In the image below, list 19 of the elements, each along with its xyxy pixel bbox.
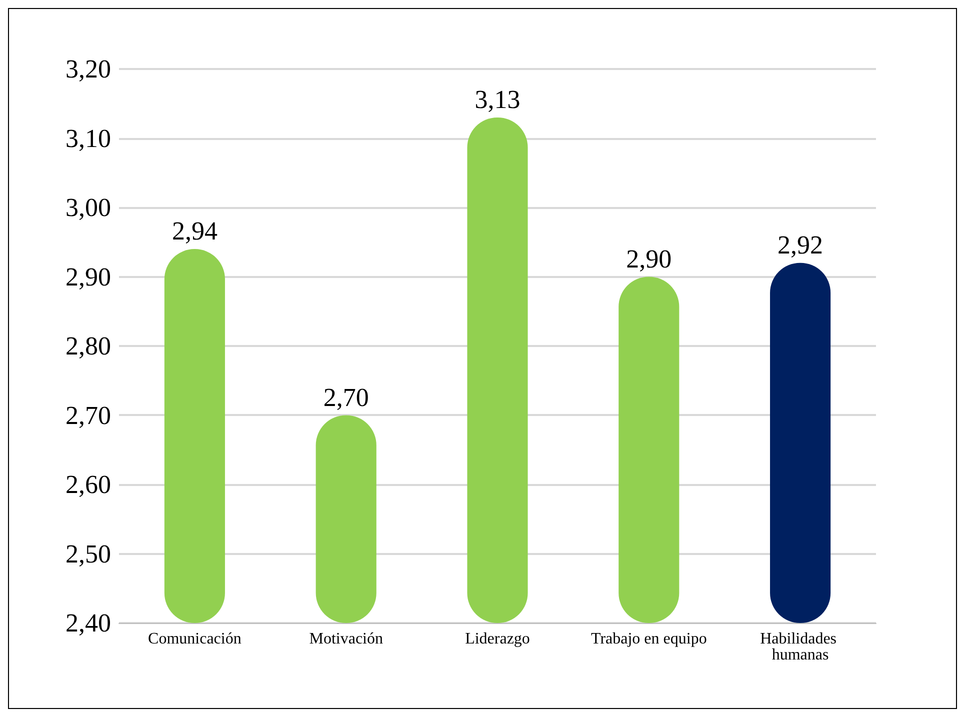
y-tick-label: 3,10 (66, 124, 111, 153)
x-tick-label: Trabajo en equipo (590, 630, 707, 648)
data-label: 2,94 (172, 216, 218, 246)
x-tick-label: Habilidades humanas (760, 630, 841, 664)
y-tick-label: 2,70 (66, 400, 111, 430)
x-tick-label: Motivación (309, 630, 383, 648)
y-tick-label: 2,60 (66, 470, 111, 499)
data-label: 2,90 (626, 244, 672, 274)
y-tick-label: 2,90 (66, 262, 111, 292)
data-label: 3,13 (474, 84, 520, 114)
y-tick-label: 2,50 (66, 539, 111, 568)
y-tick-label: 2,40 (66, 608, 111, 638)
x-tick-label: Liderazgo (465, 630, 530, 648)
data-label: 2,92 (778, 230, 824, 260)
y-tick-label: 3,00 (66, 193, 111, 222)
x-tick-label: Comunicación (148, 630, 242, 648)
y-tick-label: 3,20 (66, 54, 111, 84)
data-label: 2,70 (323, 382, 369, 412)
y-tick-label: 2,80 (66, 332, 111, 360)
